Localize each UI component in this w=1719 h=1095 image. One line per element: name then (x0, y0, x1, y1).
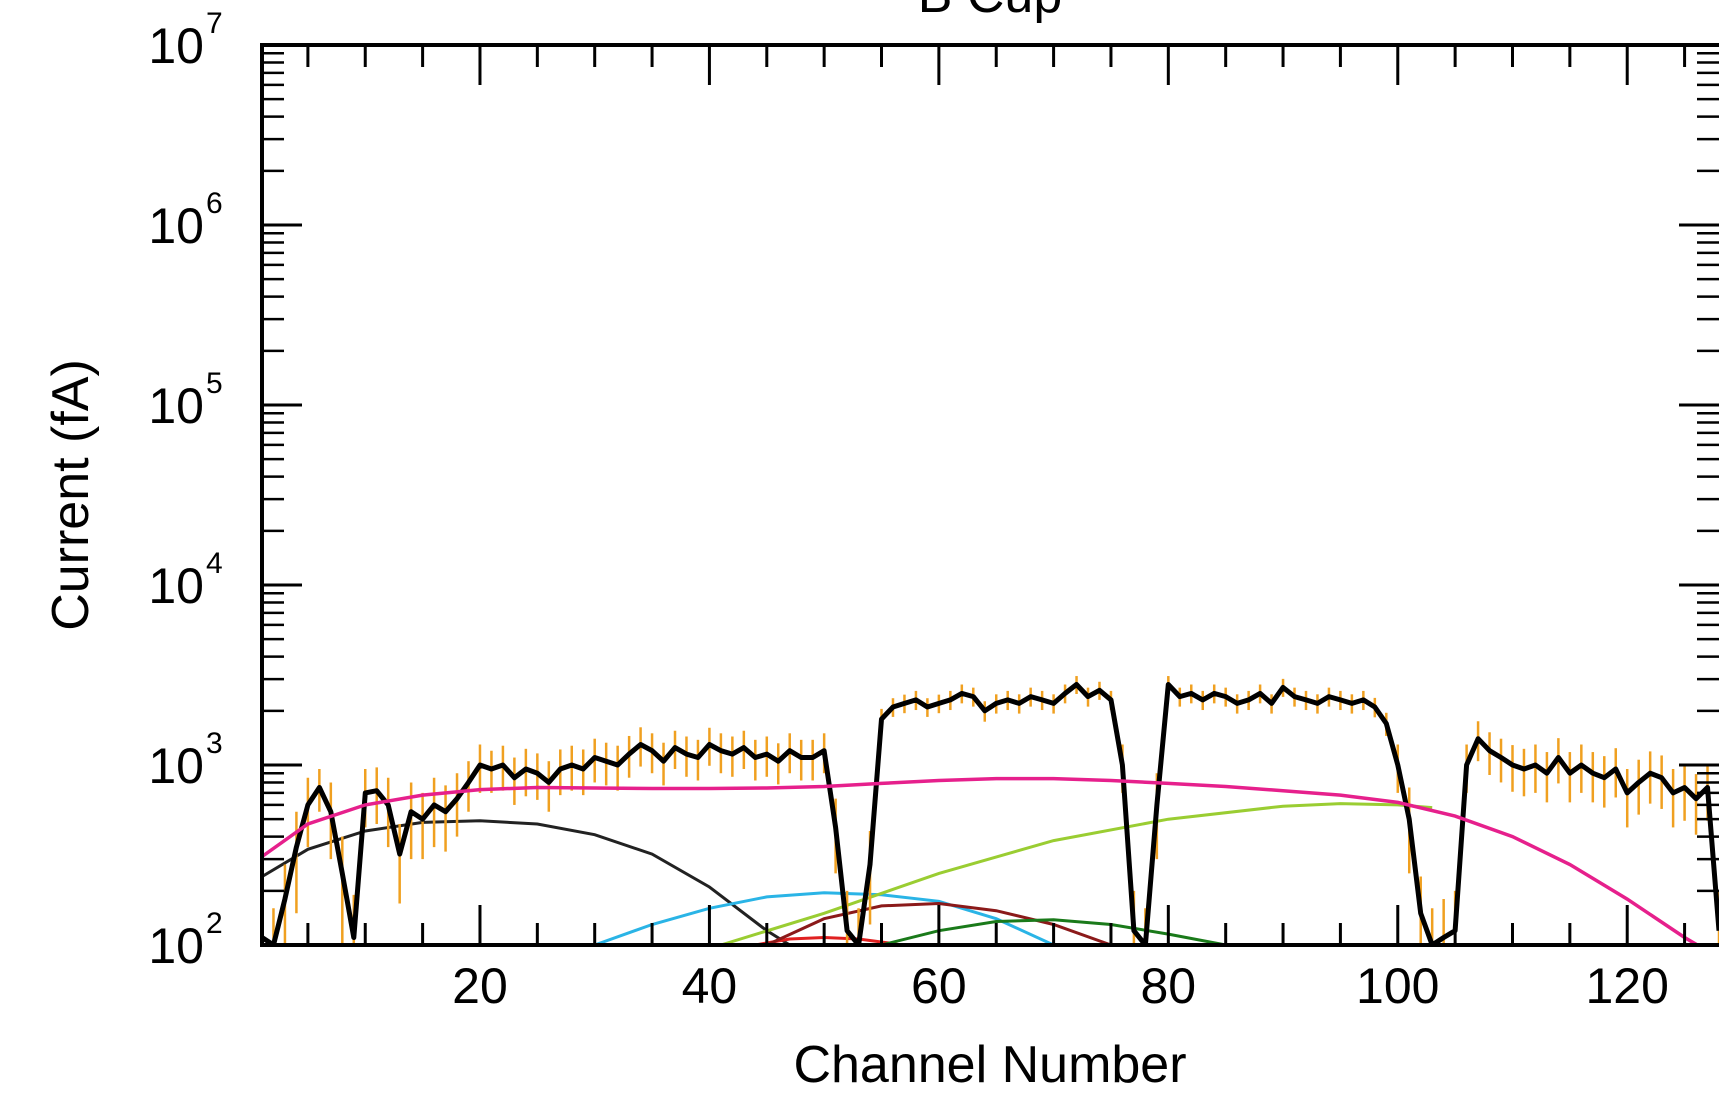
x-tick-label: 80 (1141, 958, 1197, 1014)
y-tick-label-exponent: 4 (206, 547, 223, 580)
y-tick-label: 10 2 (148, 907, 222, 974)
x-tick-label: 100 (1356, 958, 1439, 1014)
y-tick-label: 10 4 (148, 547, 222, 614)
y-tick-label-base: 10 (148, 378, 204, 434)
x-tick-label: 120 (1586, 958, 1669, 1014)
y-tick-label-exponent: 6 (206, 187, 223, 220)
y-tick-label-exponent: 7 (206, 7, 223, 40)
y-axis-label: Current (fA) (42, 359, 100, 631)
fit-curve-5 (720, 802, 1433, 945)
y-tick-label: 10 7 (148, 7, 222, 74)
y-tick-label: 10 6 (148, 187, 222, 254)
fit-curve-2 (594, 891, 1055, 945)
total-fit-curve (262, 776, 1701, 945)
fit-curve-1 (262, 819, 791, 945)
x-tick-label: 40 (682, 958, 738, 1014)
plot-frame (260, 43, 1719, 947)
y-tick-label-base: 10 (148, 918, 204, 974)
x-tick-label: 20 (452, 958, 508, 1014)
y-tick-label-exponent: 2 (206, 907, 223, 940)
chart-title: B Cup (918, 0, 1063, 24)
y-tick-label-base: 10 (148, 558, 204, 614)
y-tick-label: 10 5 (148, 367, 222, 434)
data-layer (262, 676, 1719, 945)
y-tick-label: 10 3 (148, 727, 222, 794)
x-tick-label: 60 (911, 958, 967, 1014)
measured-current-line (262, 682, 1719, 945)
y-tick-label-base: 10 (148, 738, 204, 794)
y-tick-label-base: 10 (148, 198, 204, 254)
x-axis-label: Channel Number (793, 1036, 1186, 1094)
y-tick-label-exponent: 3 (206, 727, 223, 760)
y-tick-label-exponent: 5 (206, 367, 223, 400)
y-tick-label-base: 10 (148, 18, 204, 74)
